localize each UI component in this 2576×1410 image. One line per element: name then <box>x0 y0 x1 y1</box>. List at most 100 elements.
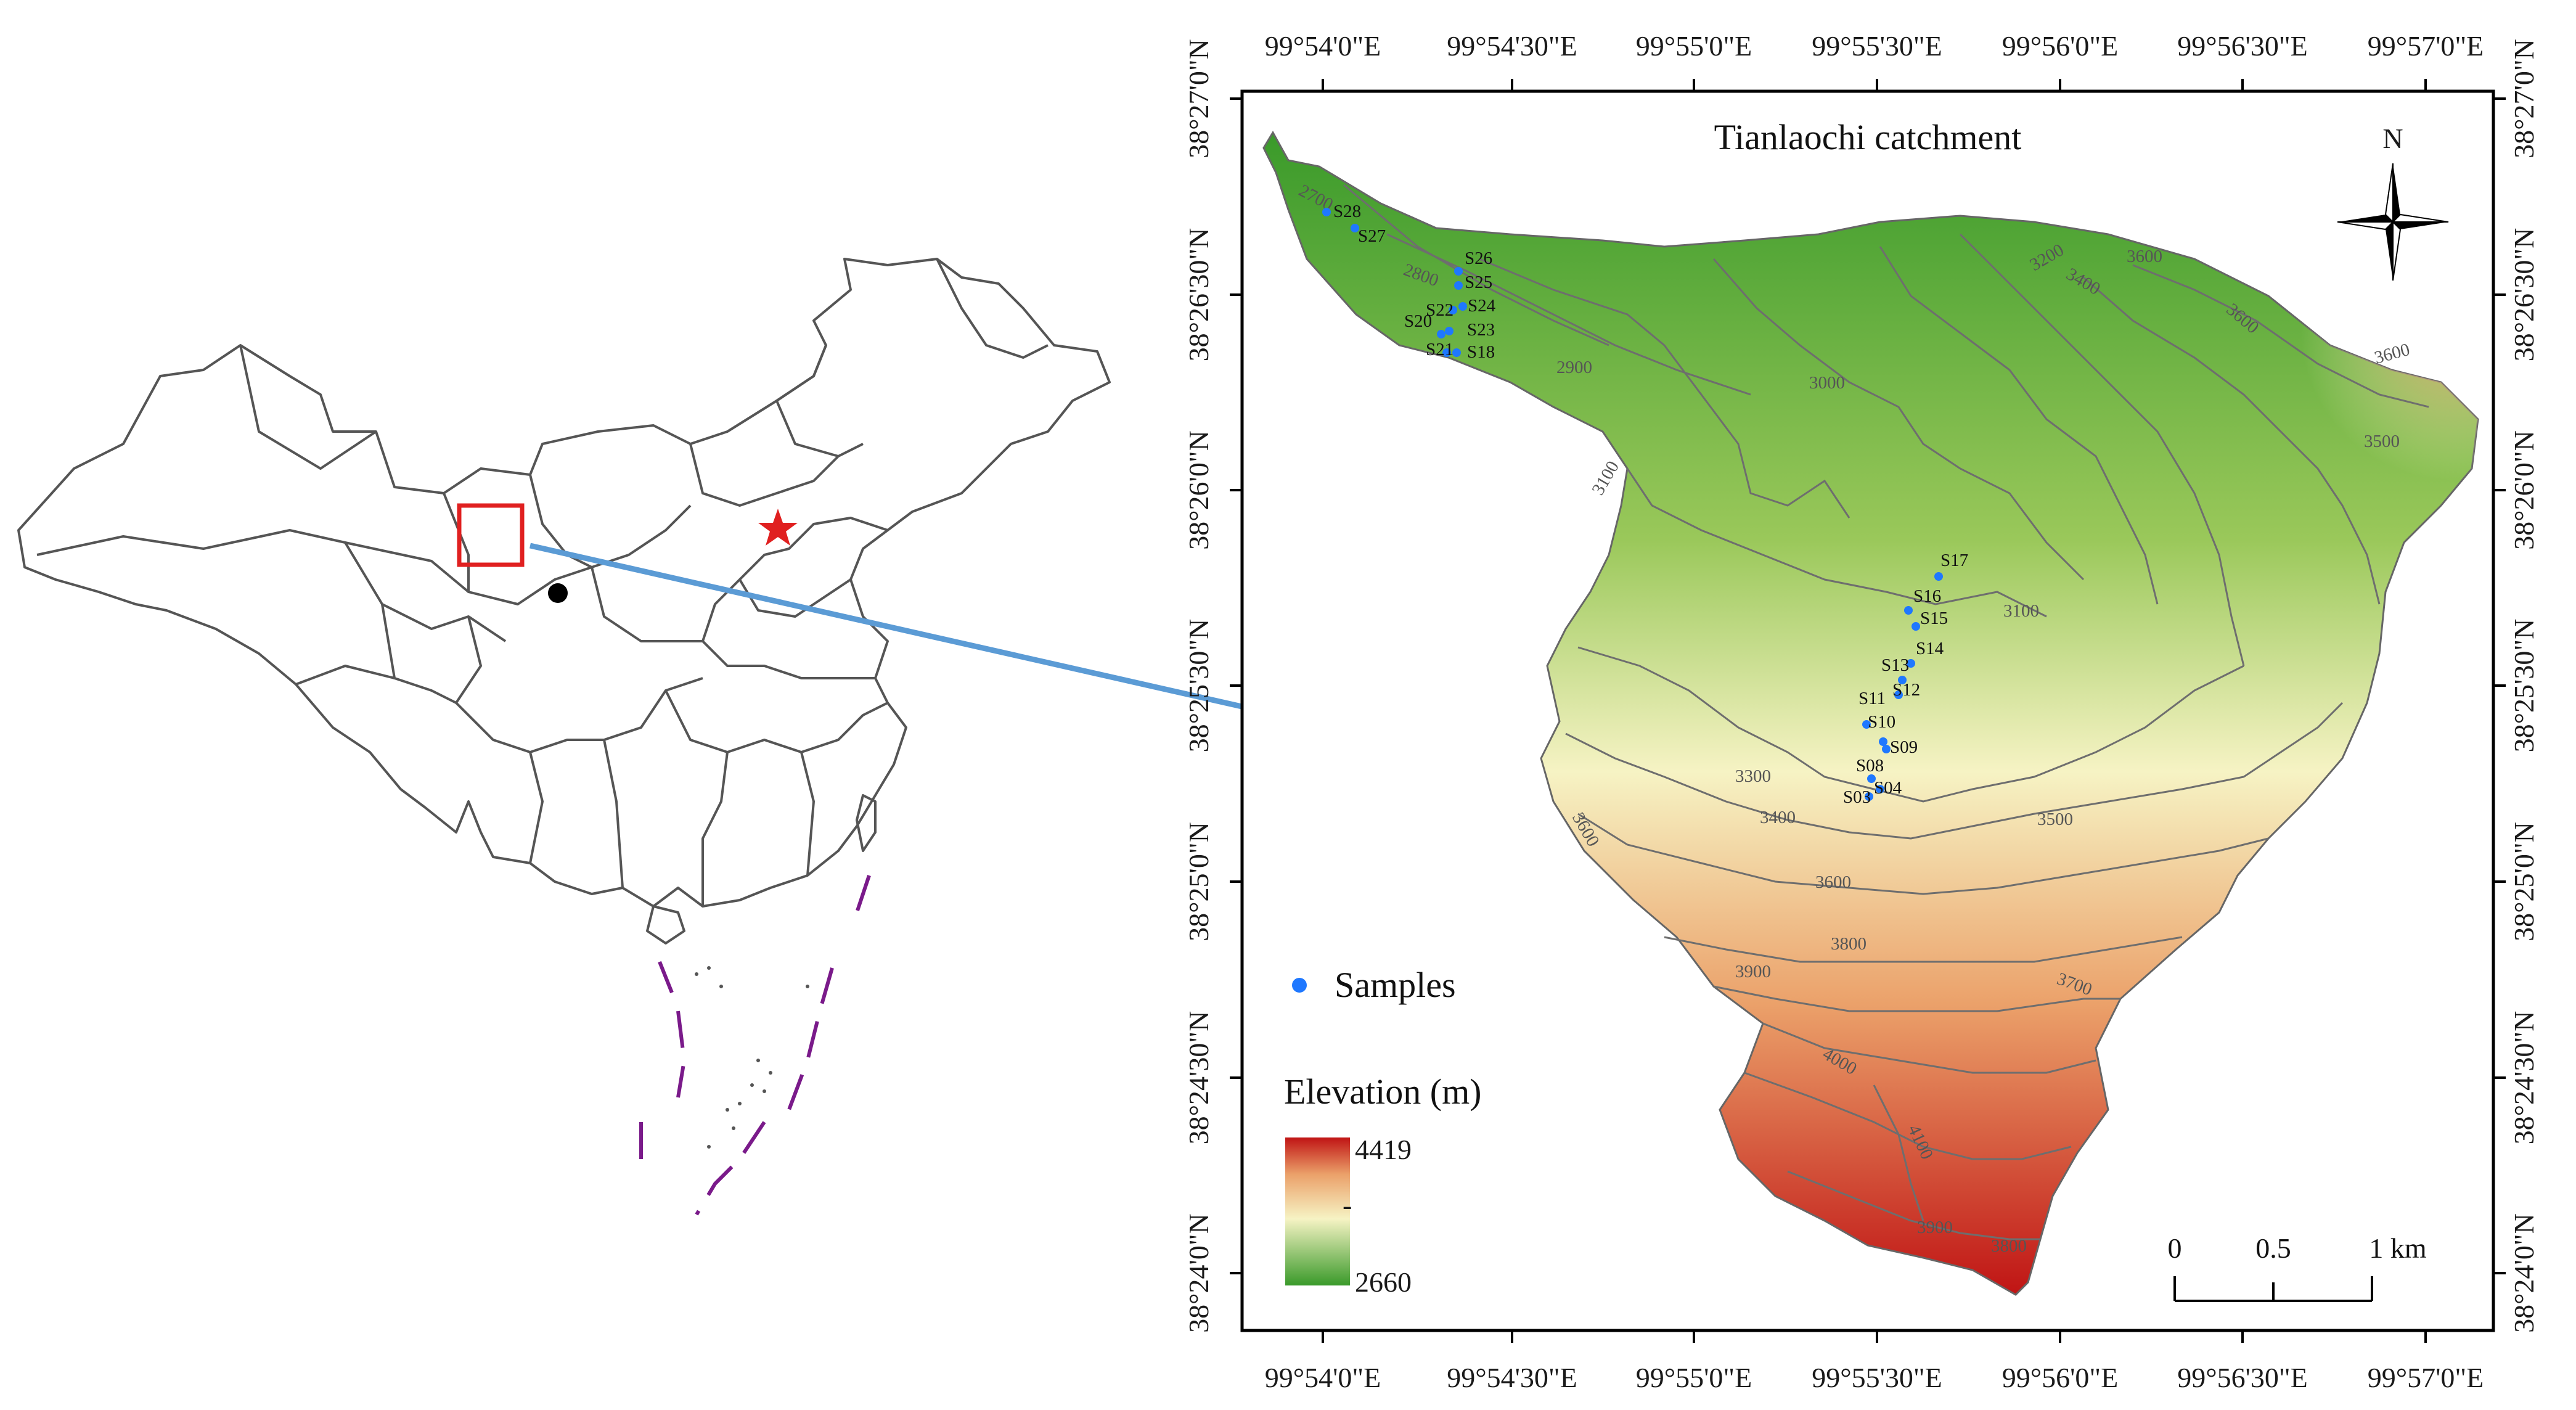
lat-label: 38°26'0"N <box>1183 430 1214 550</box>
sample-label: S15 <box>1920 609 1948 628</box>
scale-tick-label: 0.5 <box>2255 1232 2291 1264</box>
scale-tick-label: 1 km <box>2369 1232 2427 1264</box>
lat-label: 38°24'0"N <box>1183 1213 1214 1333</box>
beijing-star-icon <box>758 509 798 546</box>
sample-label: S11 <box>1858 689 1886 708</box>
sample-label: S08 <box>1856 756 1884 776</box>
contour-label: 3800 <box>1991 1236 2027 1256</box>
sample-label: S17 <box>1940 551 1968 570</box>
lon-label: 99°56'30"E <box>2177 30 2308 62</box>
sample-points <box>1322 208 1943 801</box>
contour-label: 3600 <box>1815 872 1851 892</box>
sample-label: S12 <box>1892 680 1920 700</box>
longitude-labels-bottom: 99°54'0"E 99°54'30"E 99°55'0"E 99°55'30"… <box>1265 1362 2484 1393</box>
north-arrow-icon <box>2337 163 2449 281</box>
lon-label: 99°54'0"E <box>1265 30 1381 62</box>
sample-dot <box>1454 267 1463 276</box>
sample-dot <box>1452 348 1461 357</box>
lon-label: 99°56'0"E <box>2002 1362 2119 1393</box>
elevation-mid-mark: - <box>1343 1189 1352 1221</box>
south-sea-islands <box>695 966 809 1149</box>
south-china-sea-dashed-line <box>639 875 871 1216</box>
frame-ticks <box>1230 79 2506 1343</box>
lat-label: 38°24'30"N <box>1183 1011 1214 1145</box>
sample-label: S22 <box>1426 300 1454 320</box>
sample-dot <box>1458 302 1467 311</box>
lon-label: 99°57'0"E <box>2368 30 2484 62</box>
lat-label: 38°26'30"N <box>2508 228 2540 362</box>
lat-label: 38°25'0"N <box>1183 822 1214 941</box>
lat-label: 38°25'30"N <box>1183 619 1214 753</box>
sample-label: S26 <box>1465 248 1492 268</box>
sample-label: S24 <box>1468 296 1496 316</box>
sample-label: S21 <box>1426 340 1454 359</box>
lon-label: 99°54'0"E <box>1265 1362 1381 1393</box>
sample-dot <box>1876 785 1884 793</box>
sample-label: S09 <box>1890 737 1918 757</box>
contour-label: 3000 <box>1809 373 1845 393</box>
sample-label: S20 <box>1404 311 1432 331</box>
sample-label: S25 <box>1465 273 1492 292</box>
lon-label: 99°56'0"E <box>2002 30 2119 62</box>
lat-label: 38°26'0"N <box>2508 430 2540 550</box>
sample-label: S04 <box>1874 778 1902 798</box>
lon-label: 99°55'30"E <box>1812 1362 1942 1393</box>
contour-label: 3800 <box>1831 934 1867 954</box>
northeast-highland-shading <box>2034 222 2478 654</box>
elevation-legend-title: Elevation (m) <box>1284 1072 1482 1112</box>
china-locator-map <box>17 258 1111 1216</box>
sample-dot <box>1934 572 1943 581</box>
contour-label: 3900 <box>1917 1218 1953 1237</box>
lat-label: 38°27'0"N <box>1183 39 1214 158</box>
contour-label: 3900 <box>1735 962 1771 982</box>
latitude-labels-right: 38°27'0"N 38°26'30"N 38°26'0"N 38°25'30"… <box>2508 39 2540 1333</box>
study-area-box <box>457 503 525 567</box>
lon-label: 99°55'0"E <box>1636 30 1752 62</box>
sample-dot <box>1454 281 1463 290</box>
sample-dot <box>1867 774 1876 783</box>
sample-label: S23 <box>1467 320 1495 340</box>
sample-label: S28 <box>1333 202 1361 221</box>
sample-label: S14 <box>1916 639 1944 658</box>
lon-label: 99°55'0"E <box>1636 1362 1752 1393</box>
sample-dot <box>1898 676 1907 684</box>
city-dot-icon <box>548 583 568 603</box>
sample-label: S03 <box>1843 787 1871 807</box>
elevation-max-label: 4419 <box>1355 1134 1412 1165</box>
samples-legend-dot <box>1292 978 1307 993</box>
sample-label: S18 <box>1467 342 1495 362</box>
contour-lines <box>1343 184 2429 1240</box>
sample-dot <box>1879 737 1887 746</box>
contour-label: 3500 <box>2364 432 2400 451</box>
china-outline <box>17 258 1111 945</box>
sample-dot <box>1449 306 1457 314</box>
lat-label: 38°24'30"N <box>2508 1011 2540 1145</box>
sample-dot <box>1865 792 1873 801</box>
lon-label: 99°56'30"E <box>2177 1362 2308 1393</box>
sample-label: S10 <box>1868 712 1895 732</box>
lon-label: 99°55'30"E <box>1812 30 1942 62</box>
scale-tick-label: 0 <box>2168 1232 2182 1264</box>
lat-label: 38°25'0"N <box>2508 822 2540 941</box>
contour-label: 3300 <box>1735 766 1771 786</box>
longitude-labels-top: 99°54'0"E 99°54'30"E 99°55'0"E 99°55'30"… <box>1265 30 2484 62</box>
lon-label: 99°54'30"E <box>1447 1362 1577 1393</box>
sample-label: S27 <box>1358 226 1386 246</box>
contour-label: 3500 <box>2037 810 2073 829</box>
scale-bar <box>2173 1276 2373 1302</box>
sample-dot <box>1322 208 1331 216</box>
lon-label: 99°54'30"E <box>1447 30 1577 62</box>
latitude-labels-left: 38°27'0"N 38°26'30"N 38°26'0"N 38°25'30"… <box>1183 39 1214 1333</box>
lat-label: 38°25'30"N <box>2508 619 2540 753</box>
samples-legend-label: Samples <box>1335 965 1456 1005</box>
sample-labels: S28 S27 S26 S25 S24 S22 S23 S20 S21 S18 … <box>1333 202 1968 807</box>
sample-dot <box>1882 745 1891 753</box>
sample-dot <box>1907 659 1915 668</box>
sample-dot <box>1442 348 1451 357</box>
contour-label: 3100 <box>2003 601 2039 621</box>
lat-label: 38°24'0"N <box>2508 1213 2540 1333</box>
sample-dot <box>1862 720 1871 729</box>
contour-label: 3400 <box>1760 808 1796 827</box>
elevation-color-ramp <box>1285 1137 1350 1285</box>
